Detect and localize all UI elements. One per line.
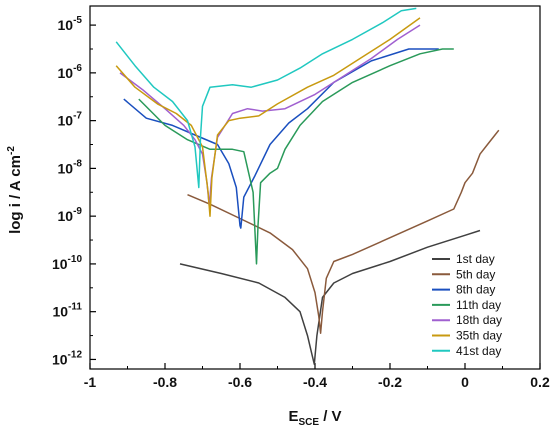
x-axis-title: ESCE / V bbox=[288, 408, 341, 428]
legend-label-2: 5th day bbox=[456, 267, 495, 281]
legend-label-4: 11th day bbox=[456, 298, 501, 312]
y-tick-label: 10-6 bbox=[58, 63, 83, 81]
x-tick-label: -0.6 bbox=[228, 374, 252, 390]
series-line-5 bbox=[119, 24, 421, 208]
x-tick-label: 0 bbox=[461, 374, 469, 390]
series-line-6 bbox=[115, 17, 421, 217]
y-axis-title: log i / A cm-2 bbox=[6, 146, 24, 234]
x-tick-label: -1 bbox=[84, 374, 97, 390]
series-line-4 bbox=[138, 48, 454, 265]
y-tick-label: 10-11 bbox=[53, 302, 83, 320]
y-axis-tick-labels: 10-12 10-11 10-10 10-9 10-8 10-7 10-6 10-5 bbox=[52, 15, 82, 367]
y-tick-label: 10-8 bbox=[58, 158, 83, 176]
series-line-1 bbox=[179, 229, 481, 365]
series-line-7 bbox=[115, 7, 417, 189]
legend-label-1: 1st day bbox=[456, 252, 495, 266]
series-layer bbox=[115, 7, 500, 365]
y-tick-label: 10-5 bbox=[58, 15, 83, 33]
legend-label-7: 41st day bbox=[456, 344, 501, 358]
y-tick-label: 10-7 bbox=[58, 111, 83, 129]
x-tick-label: -0.8 bbox=[153, 374, 177, 390]
plot-frame bbox=[89, 5, 541, 370]
x-tick-label: 0.2 bbox=[530, 374, 550, 390]
y-tick-label: 10-9 bbox=[58, 206, 83, 224]
x-axis-tick-labels: -1 -0.8 -0.6 -0.4 -0.2 0 0.2 bbox=[84, 374, 550, 390]
y-tick-label: 10-10 bbox=[52, 254, 82, 272]
legend-label-3: 8th day bbox=[456, 283, 495, 297]
y-tick-label: 10-12 bbox=[52, 349, 82, 367]
x-tick-label: -0.2 bbox=[378, 374, 402, 390]
legend-label-5: 18th day bbox=[456, 313, 502, 327]
series-line-2 bbox=[187, 129, 500, 334]
series-line-3 bbox=[123, 48, 439, 229]
x-tick-label: -0.4 bbox=[303, 374, 327, 390]
legend-label-6: 35th day bbox=[456, 329, 502, 343]
